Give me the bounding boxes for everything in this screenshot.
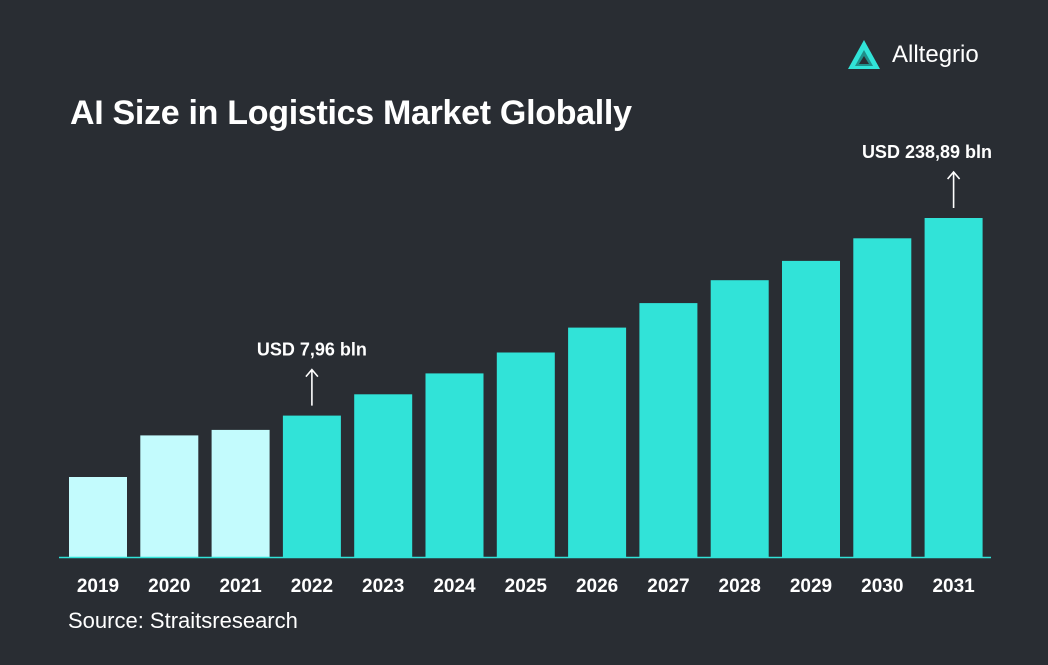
x-tick-label-2020: 2020 — [148, 576, 190, 597]
bar-2022 — [282, 415, 341, 557]
annotations-layer: USD 7,96 bln USD 238,89 bln — [257, 142, 992, 406]
annotation-label-2022: USD 7,96 bln — [257, 340, 367, 360]
up-arrow-icon — [305, 368, 319, 406]
x-tick-label-2030: 2030 — [861, 576, 903, 597]
annotation-2022: USD 7,96 bln — [257, 340, 367, 406]
x-tick-label-2026: 2026 — [576, 576, 618, 597]
bar-2025 — [496, 352, 555, 557]
x-tick-label-2024: 2024 — [433, 576, 476, 597]
bar-2021 — [211, 429, 270, 557]
triangle-logo-icon — [848, 40, 880, 69]
bar-2031 — [924, 218, 983, 557]
bar-2020 — [140, 435, 199, 557]
bar-2023 — [354, 394, 413, 557]
source-note: Source: Straitsresearch — [68, 608, 298, 633]
brand-logo: Alltegrio — [846, 38, 979, 72]
annotation-label-2031: USD 238,89 bln — [862, 142, 992, 162]
x-tick-label-2025: 2025 — [505, 576, 548, 597]
bar-2030 — [853, 238, 912, 558]
bar-2019 — [69, 477, 127, 557]
bar-2029 — [782, 260, 840, 557]
bar-2027 — [639, 303, 698, 557]
bar-2024 — [425, 373, 484, 557]
x-tick-labels: 2019 2020 2021 2022 2023 2024 2025 2026 2027 2028… — [77, 576, 975, 597]
chart-title: AI Size in Logistics Market Globally — [70, 94, 632, 132]
bar-2028 — [710, 280, 769, 557]
up-arrow-icon — [946, 170, 961, 208]
x-tick-label-2019: 2019 — [77, 576, 119, 597]
annotation-2031: USD 238,89 bln — [862, 142, 992, 208]
brand-name: Alltegrio — [892, 41, 979, 68]
bars-layer — [69, 218, 983, 558]
x-tick-label-2028: 2028 — [719, 576, 761, 597]
x-tick-label-2023: 2023 — [362, 576, 404, 597]
x-tick-label-2021: 2021 — [219, 576, 262, 597]
x-tick-label-2031: 2031 — [932, 576, 975, 597]
x-tick-label-2029: 2029 — [790, 576, 832, 597]
x-tick-label-2027: 2027 — [647, 576, 689, 597]
bar-2026 — [568, 327, 627, 557]
x-tick-label-2022: 2022 — [291, 576, 333, 597]
